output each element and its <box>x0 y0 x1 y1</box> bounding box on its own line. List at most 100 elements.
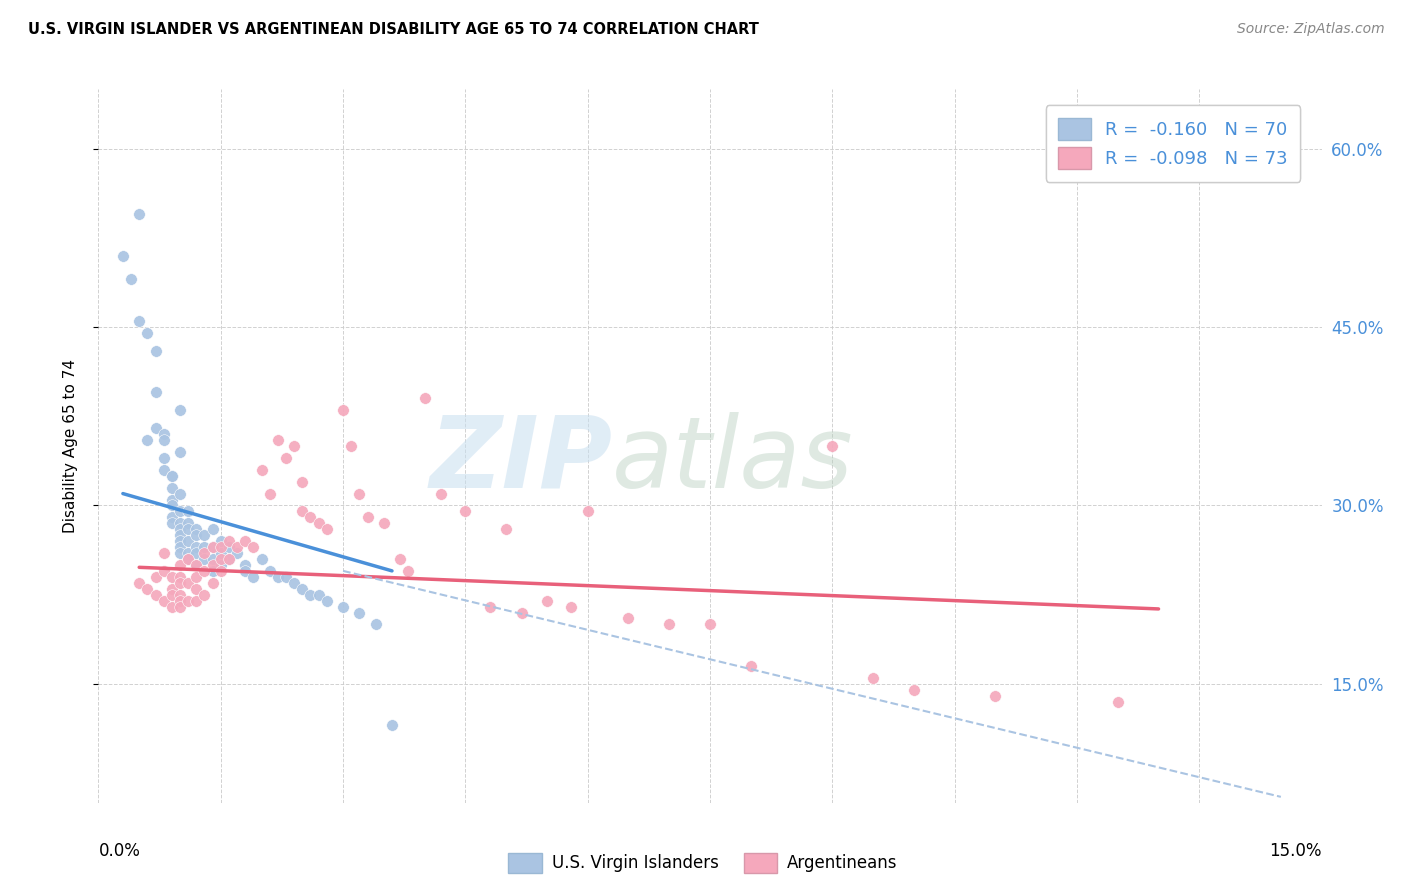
Point <box>699 617 721 632</box>
Point <box>454 504 477 518</box>
Point <box>186 558 208 572</box>
Point <box>740 659 762 673</box>
Point <box>201 558 224 572</box>
Point <box>274 570 297 584</box>
Point <box>283 575 305 590</box>
Point <box>862 671 884 685</box>
Point <box>152 433 174 447</box>
Point <box>169 575 191 590</box>
Point <box>160 510 183 524</box>
Point <box>658 617 681 632</box>
Text: ZIP: ZIP <box>429 412 612 508</box>
Point <box>145 421 167 435</box>
Point <box>259 486 281 500</box>
Point <box>136 326 159 340</box>
Point <box>145 343 167 358</box>
Point <box>274 450 297 465</box>
Point <box>413 392 436 406</box>
Point <box>152 463 174 477</box>
Point <box>250 463 273 477</box>
Point <box>242 540 264 554</box>
Point <box>209 534 232 549</box>
Point <box>193 564 215 578</box>
Point <box>373 516 395 531</box>
Point <box>478 599 501 614</box>
Point <box>186 593 208 607</box>
Point <box>193 588 215 602</box>
Point <box>209 540 232 554</box>
Y-axis label: Disability Age 65 to 74: Disability Age 65 to 74 <box>63 359 77 533</box>
Point <box>169 522 191 536</box>
Point <box>160 516 183 531</box>
Point <box>560 599 582 614</box>
Point <box>186 582 208 596</box>
Point <box>233 558 256 572</box>
Point <box>177 522 200 536</box>
Point <box>169 528 191 542</box>
Point <box>177 546 200 560</box>
Point <box>193 540 215 554</box>
Point <box>152 564 174 578</box>
Point <box>186 528 208 542</box>
Point <box>259 564 281 578</box>
Point <box>136 433 159 447</box>
Point <box>169 504 191 518</box>
Point <box>209 552 232 566</box>
Point <box>218 534 240 549</box>
Point <box>308 516 330 531</box>
Point <box>169 534 191 549</box>
Point <box>233 534 256 549</box>
Point <box>177 575 200 590</box>
Point <box>128 207 150 221</box>
Point <box>177 552 200 566</box>
Point <box>201 540 224 554</box>
Point <box>160 588 183 602</box>
Point <box>152 593 174 607</box>
Point <box>169 599 191 614</box>
Point <box>291 582 314 596</box>
Point <box>495 522 517 536</box>
Point <box>177 516 200 531</box>
Point <box>120 272 142 286</box>
Point <box>186 558 208 572</box>
Point <box>984 689 1007 703</box>
Point <box>169 588 191 602</box>
Text: atlas: atlas <box>612 412 853 508</box>
Point <box>177 593 200 607</box>
Point <box>218 540 240 554</box>
Point <box>186 570 208 584</box>
Point <box>291 504 314 518</box>
Point <box>356 510 378 524</box>
Point <box>160 468 183 483</box>
Point <box>332 403 354 417</box>
Point <box>903 682 925 697</box>
Point <box>226 546 249 560</box>
Point <box>201 552 224 566</box>
Text: U.S. VIRGIN ISLANDER VS ARGENTINEAN DISABILITY AGE 65 TO 74 CORRELATION CHART: U.S. VIRGIN ISLANDER VS ARGENTINEAN DISA… <box>28 22 759 37</box>
Point <box>340 439 363 453</box>
Point <box>145 588 167 602</box>
Point <box>152 546 174 560</box>
Point <box>160 582 183 596</box>
Point <box>201 522 224 536</box>
Point <box>209 564 232 578</box>
Point <box>201 540 224 554</box>
Point <box>283 439 305 453</box>
Point <box>349 486 371 500</box>
Point <box>177 534 200 549</box>
Point <box>315 522 337 536</box>
Point <box>169 486 191 500</box>
Point <box>128 314 150 328</box>
Point <box>226 540 249 554</box>
Point <box>349 606 371 620</box>
Point <box>169 570 191 584</box>
Point <box>160 492 183 507</box>
Point <box>193 546 215 560</box>
Point <box>145 570 167 584</box>
Point <box>169 445 191 459</box>
Point <box>169 403 191 417</box>
Point <box>267 570 290 584</box>
Point <box>209 558 232 572</box>
Point <box>396 564 419 578</box>
Point <box>193 552 215 566</box>
